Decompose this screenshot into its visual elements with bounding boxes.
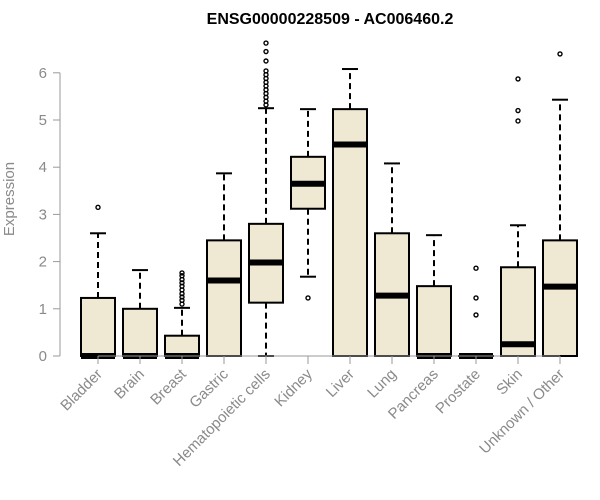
x-tick-label-5: Kidney <box>271 365 316 410</box>
outlier-0-0 <box>95 204 101 211</box>
box-rect-1 <box>122 307 158 357</box>
y-tick-label-0: 0 <box>39 348 47 365</box>
box-5 <box>290 108 326 301</box>
box-rect-0 <box>80 296 116 357</box>
box-2 <box>164 270 200 359</box>
boxes-layer <box>80 40 578 359</box>
box-4 <box>248 40 284 357</box>
outlier-10-2 <box>515 76 521 82</box>
x-tick-label-10: Skin <box>493 366 526 399</box>
outlier-9-1 <box>473 295 479 301</box>
y-tick-label-3: 3 <box>39 206 47 223</box>
box-3 <box>206 172 242 357</box>
outlier-2-9 <box>179 270 185 276</box>
box-9 <box>458 265 494 359</box>
x-tick-label-6: Liver <box>323 366 358 401</box>
y-tick-label-6: 6 <box>39 65 47 82</box>
box-7 <box>374 162 410 357</box>
outlier-2-8 <box>179 273 185 279</box>
x-tick-label-1: Brain <box>111 366 148 403</box>
y-axis-label: Expression <box>1 162 18 236</box>
y-tick-label-2: 2 <box>39 254 47 271</box>
x-tick-label-7: Lung <box>364 366 400 402</box>
outlier-4-10 <box>263 58 269 64</box>
outlier-10-0 <box>515 118 521 124</box>
outlier-4-11 <box>263 48 269 55</box>
y-tick-label-4: 4 <box>39 159 47 176</box>
box-rect-2 <box>164 334 200 358</box>
box-rect-3 <box>206 239 242 357</box>
y-tick-label-1: 1 <box>39 301 47 318</box>
outlier-4-9 <box>263 68 269 74</box>
box-1 <box>122 269 158 359</box>
x-tick-label-2: Breast <box>147 365 190 408</box>
box-11 <box>542 51 578 357</box>
outlier-5-0 <box>305 295 311 301</box>
box-rect-8 <box>416 285 452 358</box>
chart-title: ENSG00000228509 - AC006460.2 <box>207 11 454 28</box>
box-rect-6 <box>332 108 368 357</box>
outlier-11-0 <box>557 51 563 57</box>
box-rect-11 <box>542 239 578 357</box>
outlier-10-1 <box>515 107 521 114</box>
outlier-9-0 <box>473 312 479 318</box>
outlier-4-12 <box>263 40 269 46</box>
outlier-9-2 <box>473 265 479 271</box>
x-tick-label-0: Bladder <box>57 366 106 415</box>
box-8 <box>416 234 452 359</box>
y-tick-label-5: 5 <box>39 112 47 129</box>
box-10 <box>500 76 536 358</box>
box-6 <box>332 68 368 357</box>
box-0 <box>80 204 116 359</box>
y-axis: 0 1 2 3 4 5 6 <box>39 65 61 365</box>
x-tick-label-9: Prostate <box>432 366 484 418</box>
